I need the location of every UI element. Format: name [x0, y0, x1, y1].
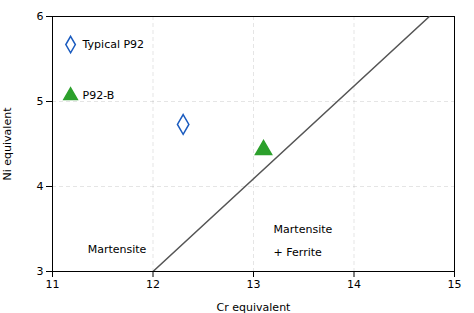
- svg-text:Typical P92: Typical P92: [82, 38, 145, 51]
- svg-text:Martensite: Martensite: [88, 243, 147, 256]
- svg-text:Ni equivalent: Ni equivalent: [1, 107, 14, 181]
- svg-text:12: 12: [146, 278, 160, 291]
- svg-text:+ Ferrite: + Ferrite: [274, 246, 322, 259]
- svg-text:4: 4: [37, 180, 44, 193]
- svg-text:P92-B: P92-B: [83, 89, 115, 102]
- svg-text:3: 3: [37, 265, 44, 278]
- svg-text:15: 15: [448, 278, 462, 291]
- svg-text:11: 11: [46, 278, 60, 291]
- svg-text:Martensite: Martensite: [274, 223, 333, 236]
- svg-text:13: 13: [247, 278, 261, 291]
- svg-text:5: 5: [37, 95, 44, 108]
- svg-text:14: 14: [347, 278, 361, 291]
- svg-text:Cr equivalent: Cr equivalent: [217, 301, 292, 313]
- svg-text:6: 6: [37, 10, 44, 23]
